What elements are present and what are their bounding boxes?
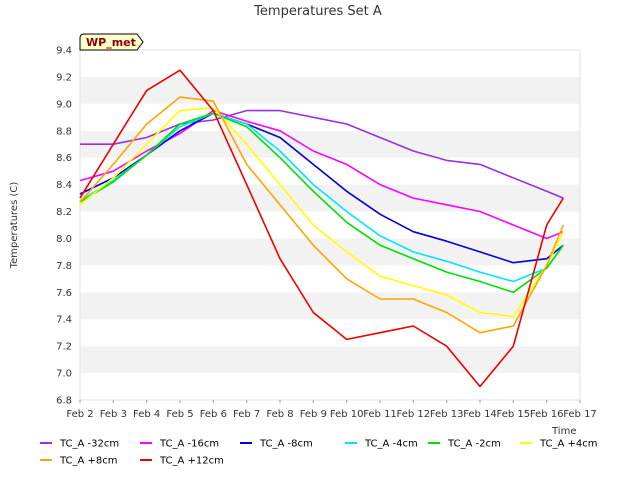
x-tick-label: Feb 5 <box>166 409 193 420</box>
grid-band <box>80 346 580 374</box>
legend-label: TC_A -2cm <box>447 439 501 450</box>
x-tick-label: Feb 11 <box>363 409 397 420</box>
y-tick-label: 9.0 <box>56 99 72 110</box>
series-line-tc-a-8cm <box>79 96 565 334</box>
y-tick-label: 8.0 <box>56 234 72 245</box>
legend-item: TC_A +12cm <box>140 456 224 467</box>
series-line-tc-a-12cm <box>79 69 564 388</box>
grid-band <box>80 130 580 158</box>
x-tick-label: Feb 14 <box>463 409 497 420</box>
y-tick-label: 8.8 <box>56 126 72 137</box>
legend-label: TC_A -16cm <box>159 439 219 450</box>
legend-item: TC_A -32cm <box>40 439 119 450</box>
legend: TC_A -32cm TC_A -16cm TC_A -8cm TC_A -4cm TC… <box>40 439 598 467</box>
grid-band <box>80 50 580 77</box>
series-line-tc-a-32cm <box>80 109 564 199</box>
legend-item: TC_A +4cm <box>520 439 598 450</box>
x-tick-label: Feb 15 <box>497 409 531 420</box>
y-axis: 6.8 7.0 7.2 7.4 7.6 7.8 8.0 8.2 8.4 8.6 8.8 9.0 9.2 9… <box>56 46 72 407</box>
plot-area-border <box>79 49 581 401</box>
x-tick-label: Feb 6 <box>200 409 227 420</box>
legend-label: TC_A -32cm <box>59 439 119 450</box>
x-tick-label: Feb 17 <box>563 409 597 420</box>
y-tick-label: 7.2 <box>56 342 72 353</box>
legend-label: TC_A -4cm <box>364 439 418 450</box>
legend-item: TC_A -4cm <box>345 439 418 450</box>
badge-label: WP_met <box>86 36 136 49</box>
grid-band <box>80 157 580 185</box>
x-tick-label: Feb 8 <box>266 409 293 420</box>
y-tick-label: 6.8 <box>56 396 72 407</box>
series-line-tc-a-2cm <box>79 112 564 294</box>
y-axis-title: Temperatures (C) <box>9 182 20 270</box>
legend-label: TC_A -8cm <box>259 439 313 450</box>
grid-band <box>80 76 580 104</box>
legend-item: TC_A +8cm <box>40 456 118 467</box>
grid-band <box>80 211 580 239</box>
y-tick-label: 9.2 <box>56 72 72 83</box>
x-tick-label: Feb 4 <box>133 409 160 420</box>
x-tick-label: Feb 12 <box>397 409 431 420</box>
series-line-tc-a-4cm <box>79 107 565 318</box>
chart-title: Temperatures Set A <box>253 4 382 19</box>
x-tick-label: Feb 13 <box>430 409 464 420</box>
y-tick-label: 8.6 <box>56 153 72 164</box>
series-line-tc-a-4cm <box>79 112 564 283</box>
legend-item: TC_A -2cm <box>428 439 501 450</box>
grid-bands <box>80 50 580 400</box>
y-tick-label: 7.4 <box>56 315 72 326</box>
wp-met-badge: WP_met <box>79 33 144 51</box>
x-tick-label: Feb 16 <box>530 409 564 420</box>
grid-band <box>80 319 580 347</box>
legend-label: TC_A +4cm <box>539 439 598 450</box>
legend-label: TC_A +8cm <box>59 456 118 467</box>
legend-item: TC_A -16cm <box>140 439 219 450</box>
legend-item: TC_A -8cm <box>240 439 313 450</box>
y-tick-label: 8.4 <box>56 180 72 191</box>
series-lines <box>79 69 565 388</box>
x-tick-label: Feb 2 <box>66 409 93 420</box>
x-tick-label: Feb 7 <box>233 409 260 420</box>
y-tick-label: 7.0 <box>56 369 72 380</box>
y-tick-label: 9.4 <box>56 46 72 57</box>
series-line-tc-a-8cm <box>79 112 564 264</box>
grid-band <box>80 373 580 400</box>
x-tick-label: Feb 10 <box>330 409 364 420</box>
x-axis-title: Time <box>551 426 576 437</box>
x-axis: Feb 2 Feb 3 Feb 4 Feb 5 Feb 6 Feb 7 Feb 8 Feb 9… <box>66 400 597 420</box>
x-tick-label: Feb 3 <box>100 409 127 420</box>
y-tick-label: 7.6 <box>56 288 72 299</box>
x-tick-label: Feb 9 <box>300 409 327 420</box>
grid-band <box>80 265 580 293</box>
legend-label: TC_A +12cm <box>159 456 224 467</box>
y-tick-label: 8.2 <box>56 207 72 218</box>
y-tick-label: 7.8 <box>56 261 72 272</box>
